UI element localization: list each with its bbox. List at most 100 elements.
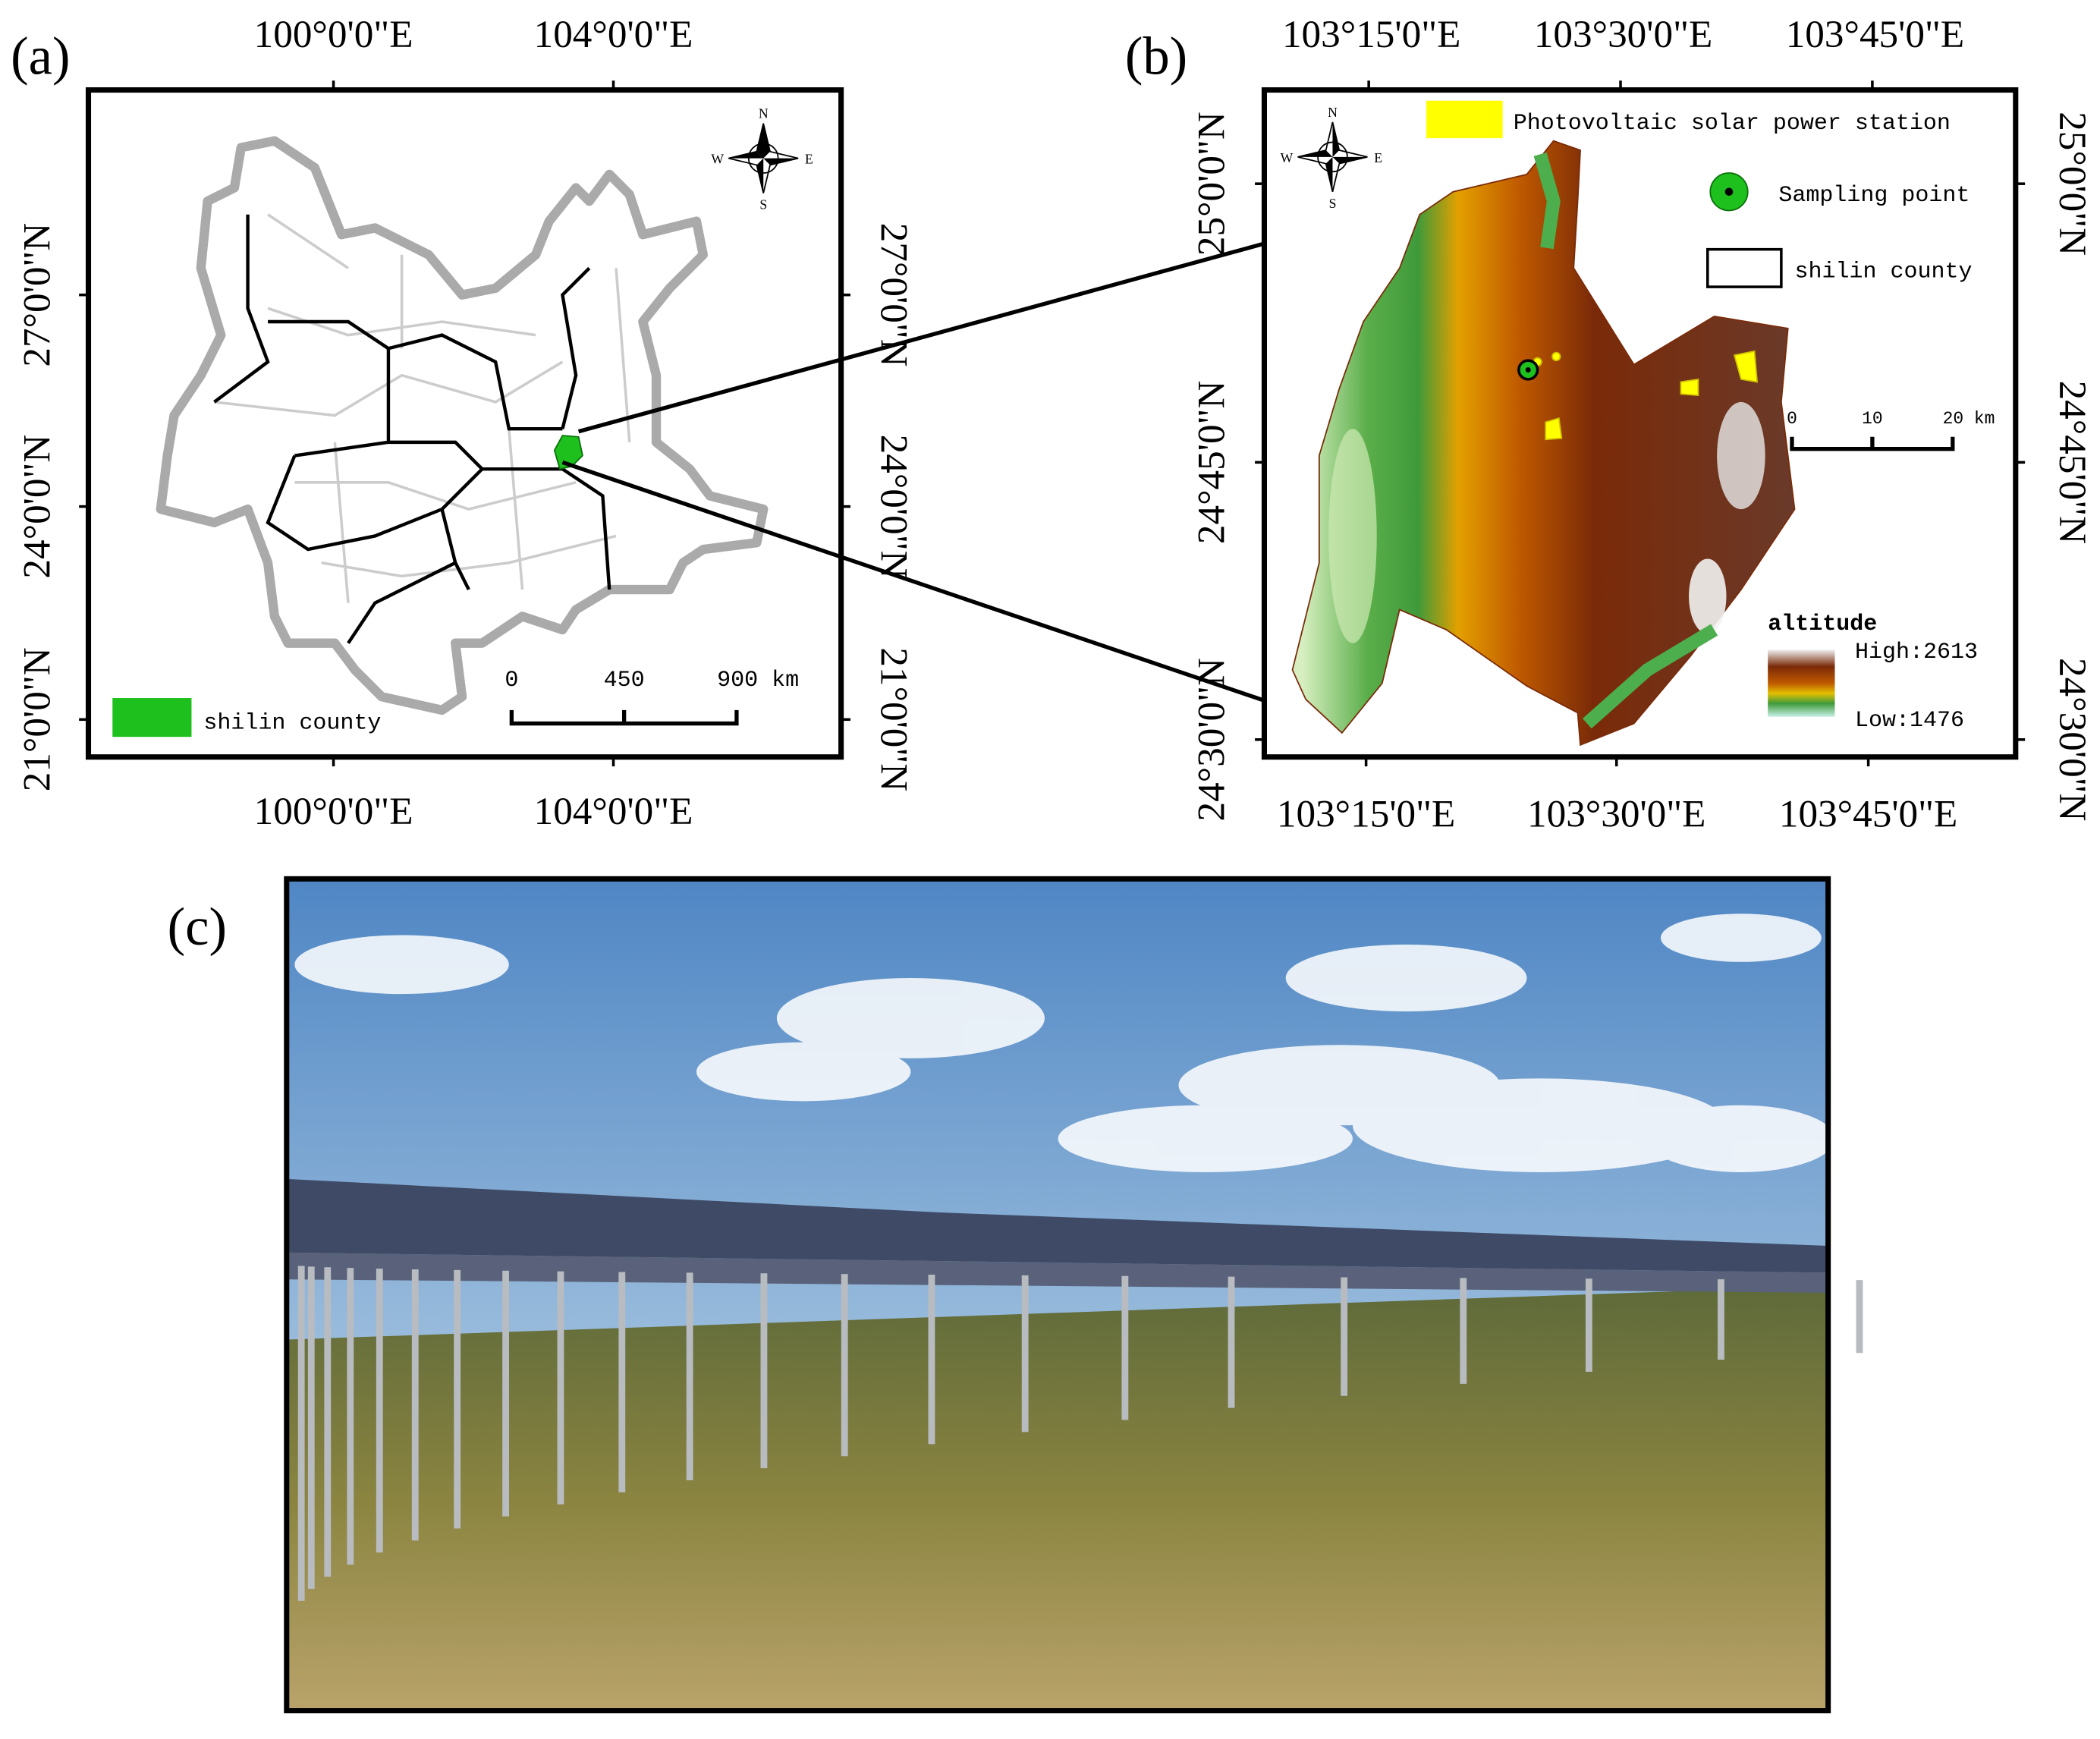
scale-label: 0 [505, 668, 518, 693]
lon-label: 100°0'0"E [254, 790, 413, 833]
pv-station-part [1733, 350, 1759, 383]
county-boundaries [214, 213, 631, 603]
scale-bar [509, 709, 739, 726]
lat-label: 25°0'0"N [2051, 112, 2094, 256]
panel-a: (a) 100°0'0"E 104°0'0"E 100°0'0"E 104°0'… [11, 13, 915, 833]
photo-part-part [1285, 944, 1527, 1012]
compass-part [756, 158, 764, 193]
terrain-highlights-part [1689, 558, 1727, 634]
lon-label: 100°0'0"E [254, 13, 413, 56]
photo-part-part [1660, 914, 1822, 962]
photo-part-part [1647, 1105, 1835, 1172]
terrain-highlights [1328, 152, 1765, 729]
prefecture-boundaries-part [213, 214, 611, 644]
panel-label: (b) [1125, 27, 1187, 86]
scale-label: 450 [604, 668, 645, 693]
compass-label: E [805, 152, 813, 167]
lon-label: 104°0'0"E [534, 13, 693, 56]
panel-c: (c) [168, 876, 1863, 1714]
compass-part [747, 143, 779, 174]
lat-label: 24°30'0"N [2051, 658, 2094, 822]
county-boundaries-part [214, 213, 631, 603]
legend-label: Photovoltaic solar power station [1514, 111, 1951, 137]
photo-part [286, 1252, 1828, 1293]
photo-part-part [1058, 1105, 1353, 1172]
photo [286, 879, 1863, 1711]
pv-station-part [1551, 351, 1561, 362]
legend-title: altitude [1768, 612, 1877, 637]
compass-label: E [1374, 150, 1382, 165]
scale-label: 20 km [1943, 409, 1995, 429]
photo-frame [284, 876, 1831, 1714]
compass-part [1317, 141, 1348, 173]
zoom-lines-part [561, 460, 1294, 712]
compass-part [1297, 150, 1333, 157]
province-outline [156, 136, 769, 715]
legend-label: Sampling point [1778, 183, 1970, 209]
compass-label: W [1281, 150, 1294, 165]
lat-label: 25°0'0"N [1190, 112, 1233, 256]
legend-swatch [1706, 247, 1783, 288]
prefecture-boundaries [213, 214, 611, 644]
photo-part [286, 1178, 1828, 1273]
lon-label: 103°30'0"E [1527, 793, 1705, 836]
lat-label: 21°0'0"N [872, 647, 916, 791]
compass-label: N [759, 106, 769, 121]
scale-label: 900 km [717, 668, 799, 693]
photo-part [294, 914, 1835, 1172]
pv-station-part [1545, 417, 1563, 441]
compass: N S E W [711, 106, 813, 212]
panel-label: (c) [168, 898, 227, 957]
altitude-ramp [1768, 649, 1835, 717]
legend-swatch [112, 698, 192, 737]
terrain-highlights-part [1717, 401, 1765, 510]
photo-part [297, 1266, 1863, 1601]
sampling-point [1525, 367, 1531, 373]
pv-station-part [1680, 378, 1699, 397]
lat-label: 24°45'0"N [2051, 381, 2094, 545]
terrain-highlights-part [1533, 152, 1561, 250]
compass-part [728, 151, 764, 159]
altitude-label: High:2613 [1855, 640, 1978, 665]
lat-label: 21°0'0"N [15, 647, 58, 791]
lon-label: 103°45'0"E [1779, 793, 1957, 836]
lat-label: 24°0'0"N [15, 435, 58, 579]
compass-part [763, 158, 799, 165]
lat-label: 24°30'0"N [1190, 658, 1233, 822]
scale-label: 10 [1862, 409, 1883, 429]
photo-part-part [696, 1042, 911, 1102]
legend-label: shilin county [1795, 259, 1973, 285]
shilin-county [553, 435, 583, 470]
tick-marks [1255, 80, 2026, 767]
compass-part [1325, 156, 1333, 192]
photo-part [286, 1286, 1828, 1711]
photo-part-part [1352, 1078, 1728, 1172]
lon-label: 103°15'0"E [1277, 793, 1455, 836]
legend-label: shilin county [203, 711, 381, 737]
compass-label: S [759, 197, 767, 212]
scale-label: 0 [1787, 409, 1797, 429]
compass-label: S [1329, 196, 1337, 211]
compass-part [756, 123, 771, 159]
lon-label: 103°45'0"E [1786, 13, 1964, 56]
compass-part [1332, 156, 1368, 164]
altitude-label: Low:1476 [1855, 708, 1964, 734]
lat-label: 27°0'0"N [15, 223, 58, 367]
lon-label: 103°15'0"E [1282, 13, 1460, 56]
compass: N S E W [1281, 105, 1382, 211]
scale-bar [1790, 436, 1955, 451]
compass-part [1332, 121, 1340, 157]
photo-part-part [776, 977, 1045, 1058]
photo-part-part [294, 935, 509, 995]
legend-swatch [1426, 100, 1503, 139]
compass-label: N [1328, 105, 1338, 120]
panel-b: (b) 103°15'0"E 103°30'0"E 103°45'0"E 103… [1125, 13, 2094, 835]
lon-label: 104°0'0"E [534, 790, 693, 833]
lat-label: 24°45'0"N [1190, 381, 1233, 545]
panel-label: (a) [11, 27, 70, 86]
tick-marks [79, 80, 850, 767]
legend-swatch [1724, 187, 1734, 197]
elevation-map [1291, 140, 1796, 747]
